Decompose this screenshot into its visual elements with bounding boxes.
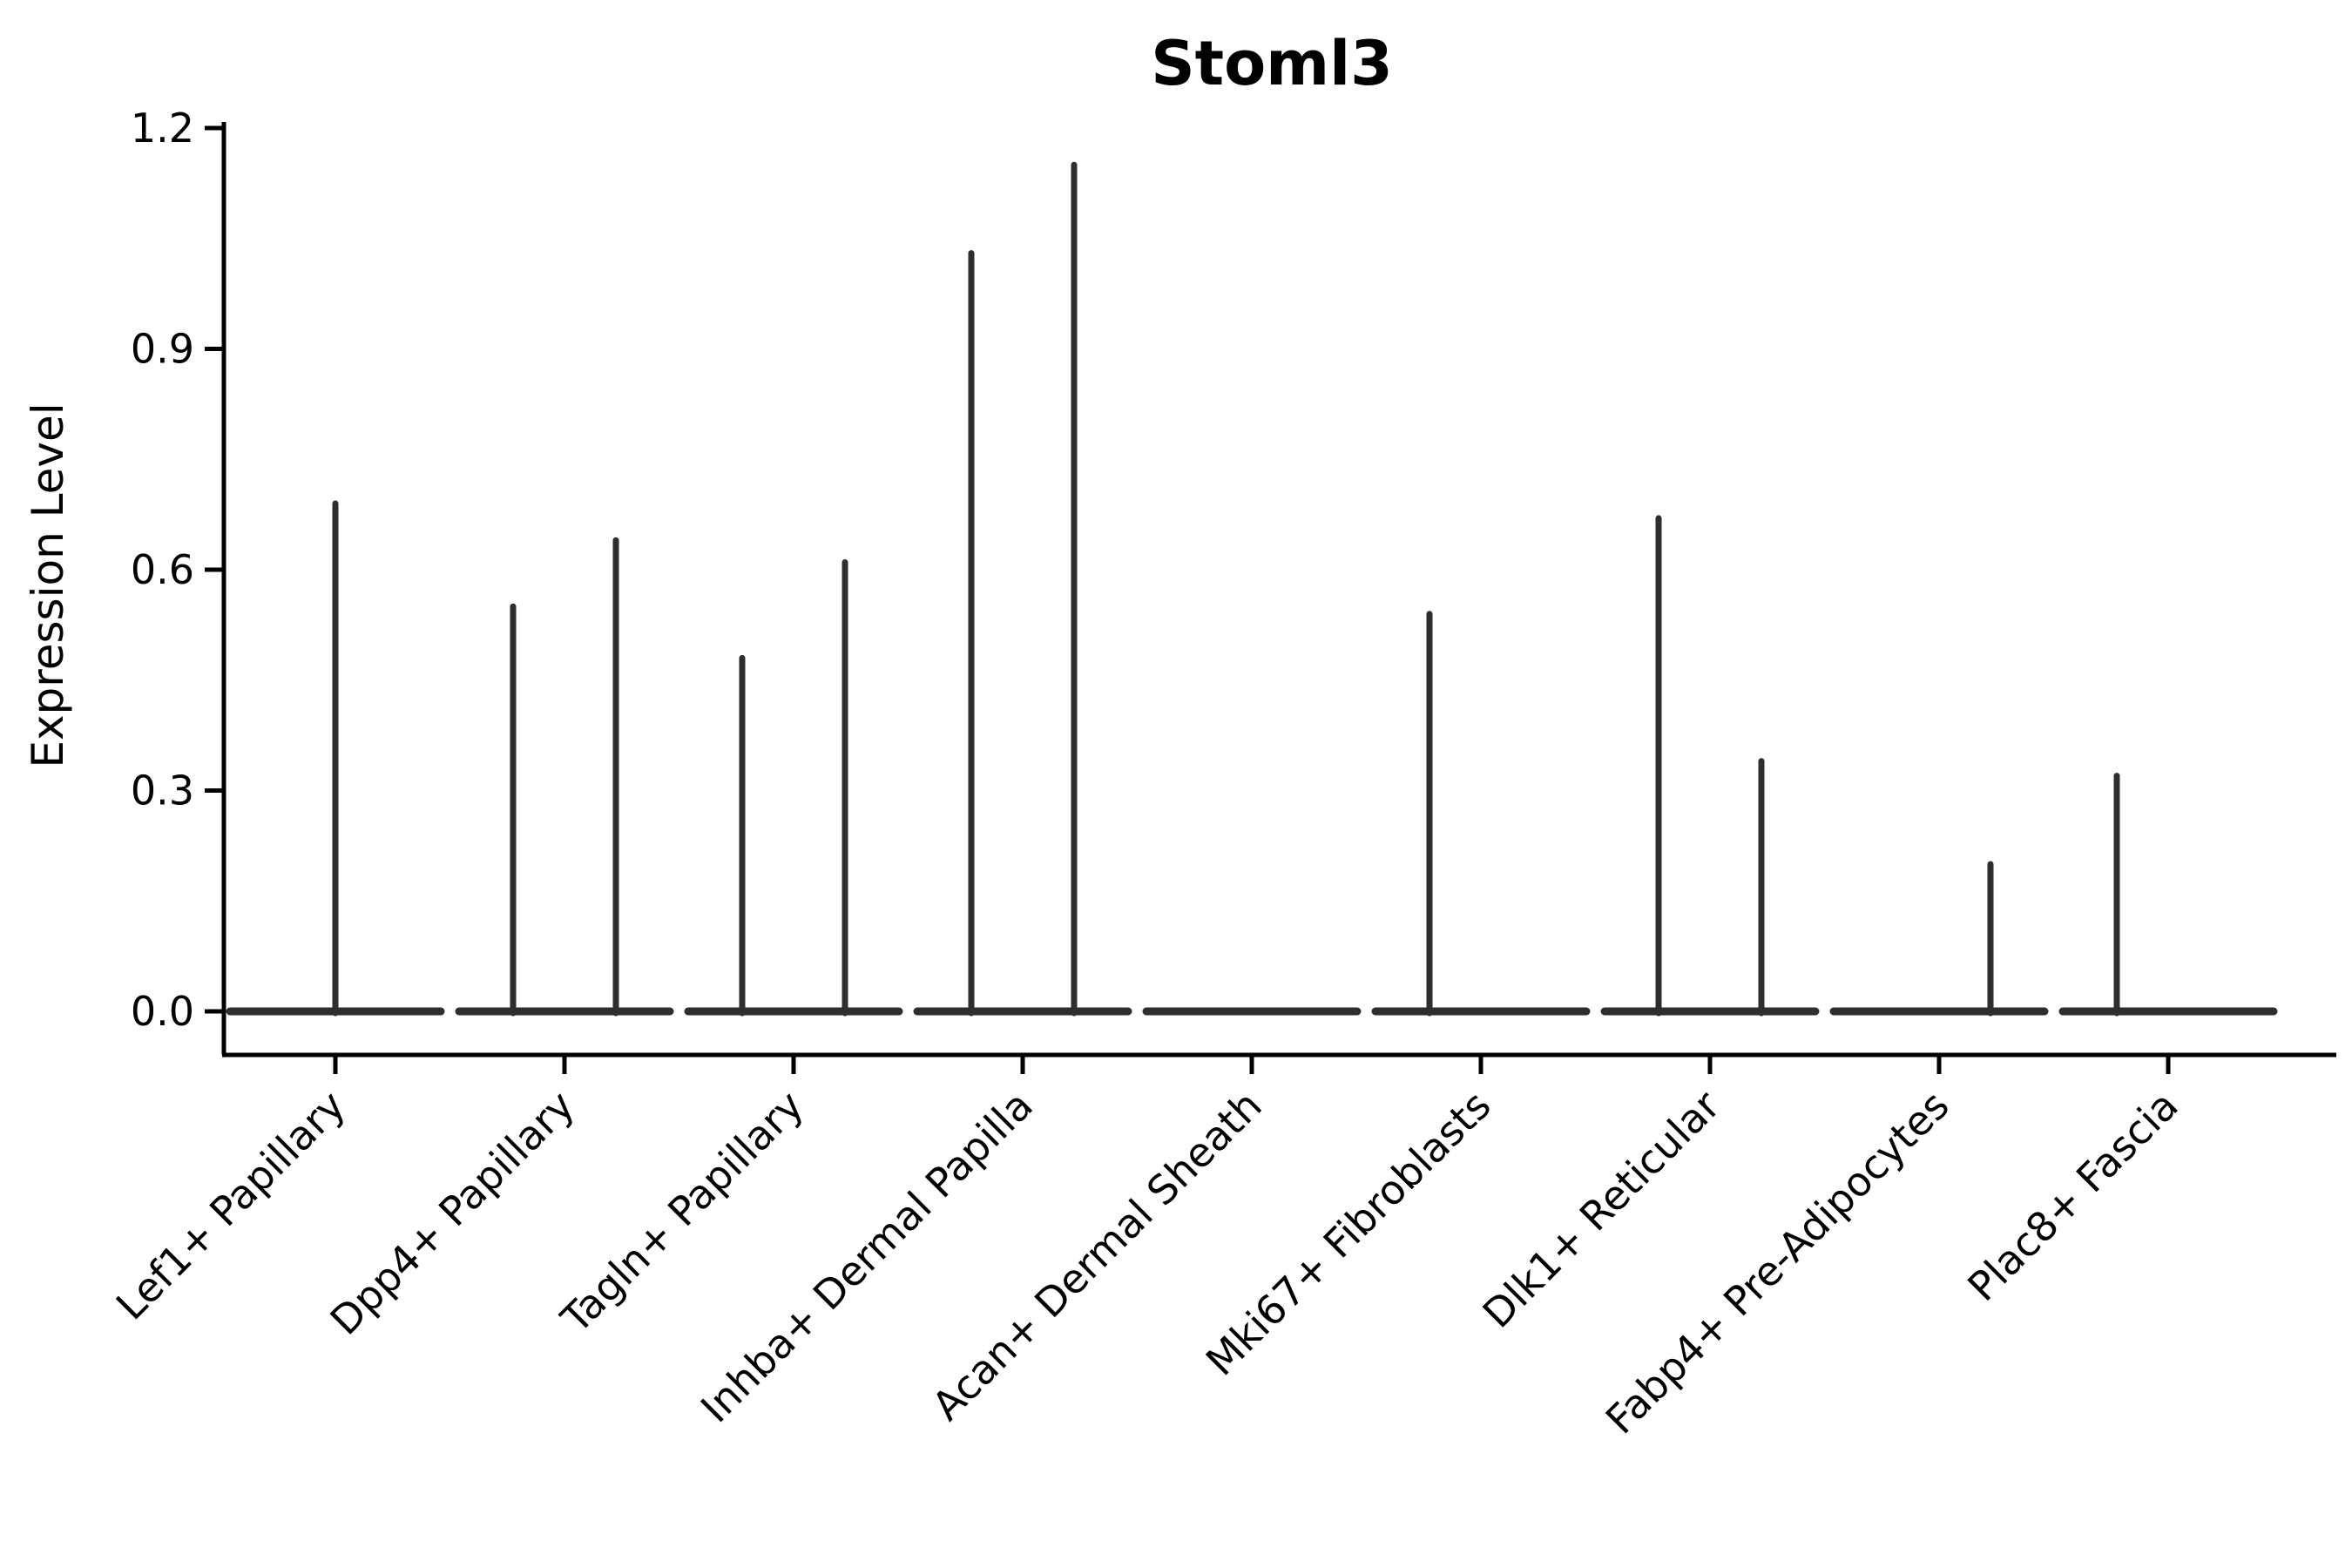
- x-tick-label: Dlk1+ Reticular: [1474, 1082, 1729, 1337]
- y-tick-label: 1.2: [131, 105, 194, 152]
- y-tick-label: 0.6: [131, 546, 194, 593]
- y-tick-label: 0.9: [131, 326, 194, 373]
- violins-layer: [226, 161, 2278, 1017]
- y-tick-label: 0.0: [131, 988, 194, 1035]
- x-tick-label: Dpp4+ Papillary: [321, 1082, 584, 1344]
- violin-group: [684, 559, 903, 1017]
- violin-group: [913, 161, 1132, 1017]
- chart-title: Stoml3: [1151, 28, 1393, 99]
- violin-group: [1829, 861, 2049, 1017]
- x-tick-label: Lef1+ Papillary: [107, 1082, 355, 1329]
- y-tick-label: 0.3: [131, 767, 194, 814]
- violin-group: [2058, 773, 2278, 1017]
- violin-group: [1600, 515, 1820, 1017]
- x-tick-label: Tagln+ Papillary: [551, 1082, 813, 1343]
- violin-group: [455, 537, 674, 1017]
- x-tick-label: Plac8+ Fascia: [1958, 1082, 2186, 1310]
- violin-group: [226, 500, 445, 1017]
- violin-group: [1371, 611, 1591, 1017]
- y-axis-label: Expression Level: [23, 402, 73, 767]
